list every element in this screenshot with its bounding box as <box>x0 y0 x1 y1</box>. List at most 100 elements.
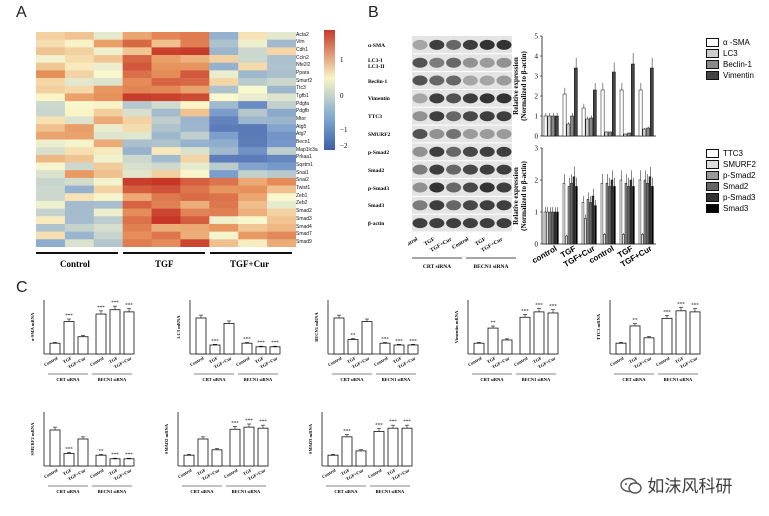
legend-label: p-Smad2 <box>723 171 756 180</box>
heatmap-cell <box>122 47 152 56</box>
small-x-label: TGF <box>386 467 397 476</box>
blot-band <box>462 146 478 157</box>
heatmap-cell <box>122 154 152 163</box>
heatmap-cell <box>122 39 152 48</box>
y-axis-label: Relative expression <box>512 57 520 115</box>
y-tick-label: 0 <box>535 133 539 141</box>
heatmap-cell <box>151 131 181 140</box>
significance-label: ** <box>99 449 105 454</box>
bar-beclin1 <box>589 117 593 137</box>
heatmap-cell <box>209 139 239 148</box>
blot-band <box>479 182 495 193</box>
small-sirna-label: CRT siRNA <box>202 377 226 382</box>
small-bar <box>243 426 255 467</box>
heatmap-cell <box>64 93 95 102</box>
gene-label: Ppara <box>296 69 310 76</box>
heatmap-cell <box>238 162 268 171</box>
gene-label: Smad9 <box>296 238 312 245</box>
significance-label: *** <box>65 314 73 319</box>
small-x-label: TGF <box>392 355 403 364</box>
heatmap-cell <box>64 200 95 209</box>
small-sirna-label: BECN1 siRNA <box>382 377 411 382</box>
heatmap-cell <box>64 70 95 79</box>
small-x-label: TGF <box>242 467 253 476</box>
bar-ttc3 <box>581 202 585 245</box>
heatmap-cell <box>93 32 123 40</box>
blot-band <box>496 57 512 68</box>
y-tick-label: 2 <box>535 177 539 185</box>
blot-band <box>496 146 512 157</box>
heatmap-cell <box>64 108 95 117</box>
y-tick-label: 1 <box>535 113 539 121</box>
heatmap-cell <box>36 108 66 117</box>
heatmap-grid <box>36 32 297 248</box>
small-x-label: Control <box>367 467 383 479</box>
heatmap-cell <box>64 154 95 163</box>
watermark-text: 如沫风科研 <box>647 477 733 497</box>
heatmap-cell <box>267 116 297 125</box>
small-sirna-label: BECN1 siRNA <box>232 489 261 494</box>
heatmap-cell <box>36 62 66 71</box>
significance-label: *** <box>271 341 279 346</box>
heatmap-cell <box>36 55 66 64</box>
small-bar <box>629 325 641 355</box>
heatmap-gene-labels: Acta2 Vim Cdh1 Ccln2 Nfe2l2 Ppara Smurf2 Ttc3 Tg… <box>296 32 340 247</box>
blot-band <box>429 182 445 193</box>
blot-sirna-label: BECN1 siRNA <box>474 264 509 270</box>
y-tick-label: 4 <box>535 53 539 61</box>
heatmap-cell <box>151 216 181 225</box>
heatmap-cell <box>267 101 297 110</box>
blot-band <box>429 129 445 139</box>
blot-band <box>412 164 428 175</box>
blot-band <box>496 164 512 175</box>
gene-label: Pdgfb <box>296 108 310 115</box>
heatmap-cell <box>238 170 268 179</box>
blot-band <box>479 57 495 68</box>
heatmap-cell <box>122 78 152 87</box>
gene-label: Prkaa1 <box>296 154 312 161</box>
heatmap-cell <box>209 200 239 209</box>
heatmap-cell <box>180 70 210 79</box>
colorbar-tick-1: 1 <box>340 56 344 64</box>
colorbar-tick-neg1: −1 <box>340 126 348 134</box>
bar-psmad2 <box>567 186 571 245</box>
bar-smad3 <box>632 186 635 245</box>
small-x-label: TGF <box>532 355 543 364</box>
small-chart-title: TTC3 mRNA <box>596 313 601 340</box>
significance-label: *** <box>375 424 383 429</box>
heatmap-cell <box>209 47 239 56</box>
small-bar <box>361 321 373 355</box>
bar-beclin1 <box>646 127 650 137</box>
heatmap-cell <box>180 47 210 56</box>
heatmap-cell <box>238 124 268 133</box>
gene-label: Nfe2l2 <box>296 62 311 69</box>
y-tick-label: 3 <box>535 73 539 81</box>
colorbar-tick-neg2: −2 <box>340 142 348 150</box>
blot-protein-label: LC3-I <box>368 57 383 64</box>
small-x-label: TGF <box>674 355 685 364</box>
heatmap-cell <box>209 231 239 240</box>
heatmap-cell <box>64 116 95 125</box>
bar-beclin1 <box>627 132 631 137</box>
significance-label: *** <box>677 302 685 307</box>
heatmap-cell <box>209 131 239 140</box>
heatmap-cell <box>64 124 95 133</box>
heatmap-cell <box>209 216 239 225</box>
gene-label: Pdgfa <box>296 100 310 107</box>
watermark: 如沫风科研 <box>620 472 732 497</box>
heatmap-cell <box>209 108 239 117</box>
heatmap-cell <box>180 93 210 102</box>
heatmap-cell <box>151 139 181 148</box>
significance-label: ** <box>491 321 497 326</box>
small-bar <box>109 309 121 355</box>
blot-protein-label: LC3-II <box>368 63 385 70</box>
blot-band <box>429 218 445 229</box>
heatmap-cell <box>64 55 95 64</box>
blot-band <box>412 146 428 157</box>
heatmap-cell <box>180 39 210 48</box>
panel-letter-a: A <box>16 4 27 21</box>
significance-label: *** <box>125 453 133 458</box>
heatmap-cell <box>122 231 152 240</box>
significance-label: ** <box>351 333 357 338</box>
blot-band <box>429 75 445 86</box>
